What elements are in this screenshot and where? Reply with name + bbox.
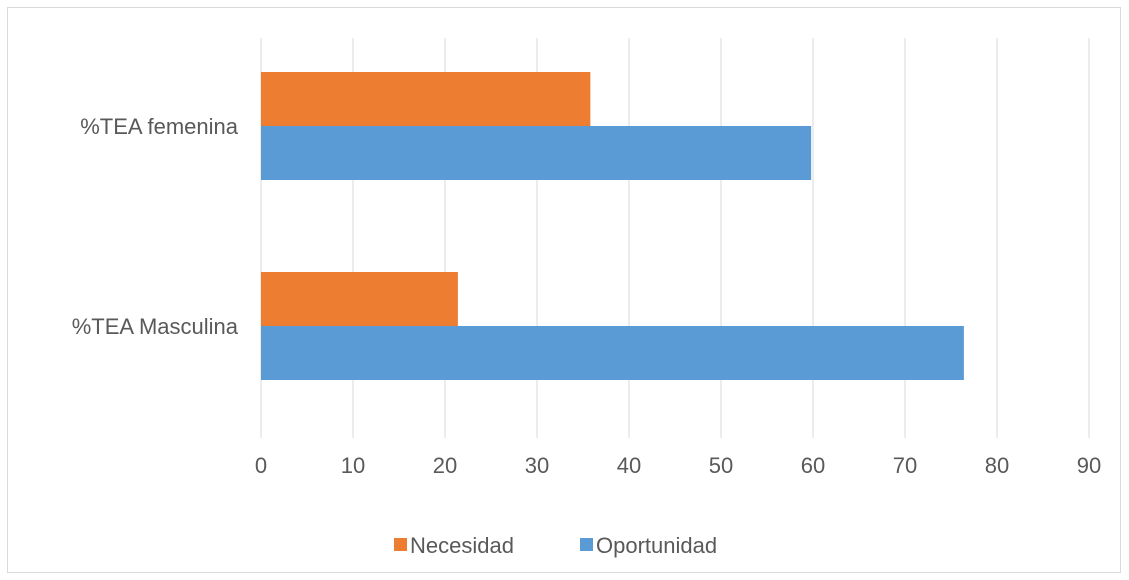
bar-oportunidad-0 — [261, 126, 812, 180]
bar-necesidad-1 — [261, 272, 458, 326]
category-label: %TEA femenina — [80, 114, 239, 139]
x-tick-label: 10 — [341, 453, 365, 478]
x-tick-label: 60 — [801, 453, 825, 478]
x-tick-label: 70 — [893, 453, 917, 478]
x-tick-label: 90 — [1077, 453, 1101, 478]
legend-swatch-oportunidad — [580, 538, 593, 551]
bar-oportunidad-1 — [261, 326, 964, 380]
legend-label-oportunidad: Oportunidad — [596, 533, 717, 558]
x-tick-label: 0 — [255, 453, 267, 478]
x-tick-label: 50 — [709, 453, 733, 478]
x-tick-label: 80 — [985, 453, 1009, 478]
category-label: %TEA Masculina — [72, 314, 239, 339]
legend: Necesidad Oportunidad — [394, 533, 717, 558]
bars — [261, 72, 964, 380]
bar-necesidad-0 — [261, 72, 591, 126]
legend-label-necesidad: Necesidad — [410, 533, 514, 558]
legend-swatch-necesidad — [394, 538, 407, 551]
category-labels: %TEA femenina %TEA Masculina — [72, 114, 239, 339]
x-tick-label: 40 — [617, 453, 641, 478]
x-axis-tick-labels: 0 10 20 30 40 50 60 70 80 90 — [255, 453, 1101, 478]
x-tick-label: 30 — [525, 453, 549, 478]
x-tick-label: 20 — [433, 453, 457, 478]
